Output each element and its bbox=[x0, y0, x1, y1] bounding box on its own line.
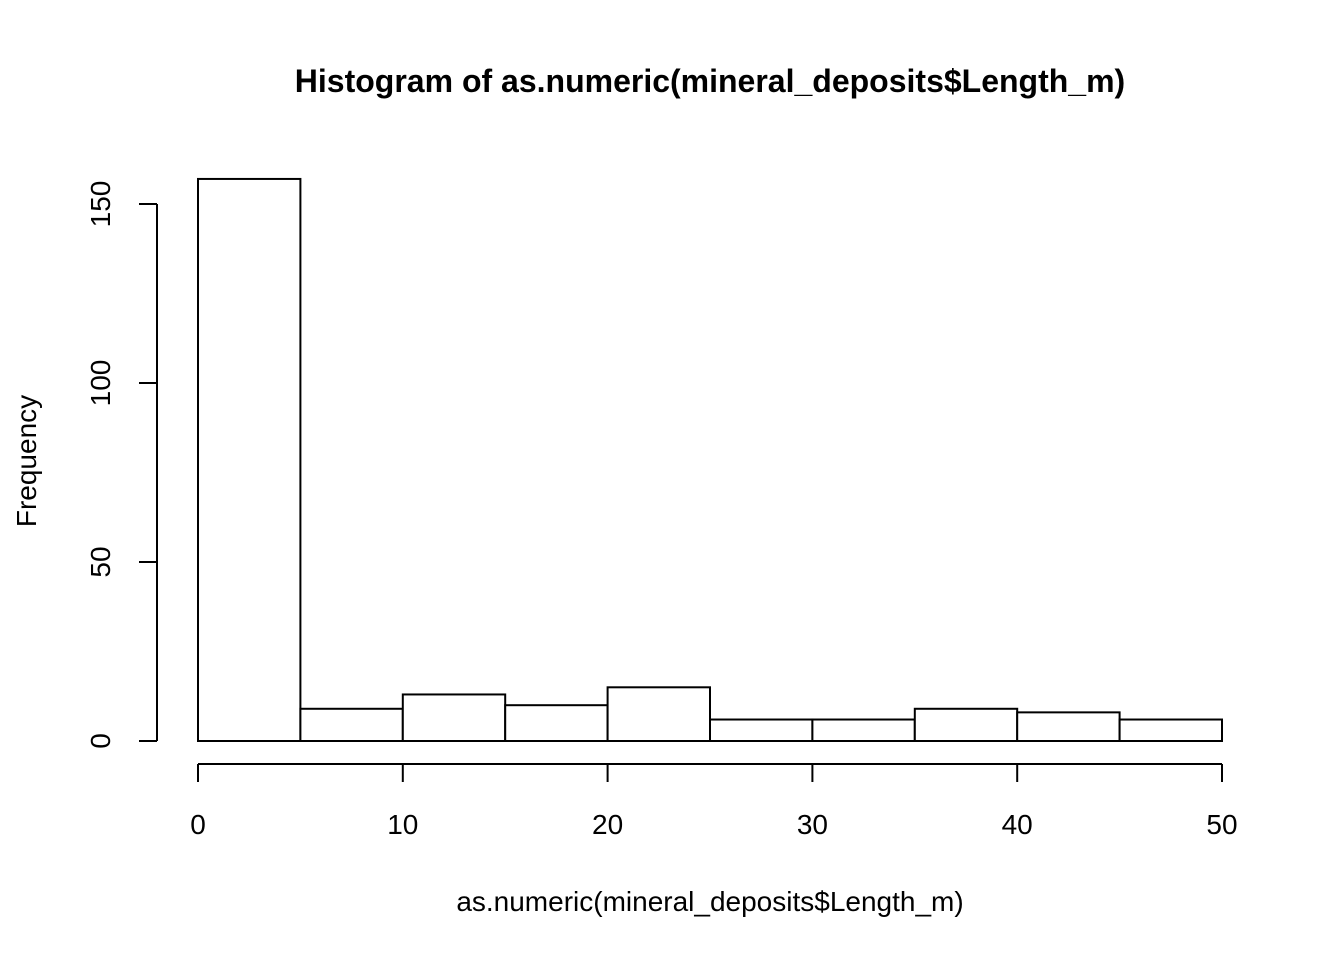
histogram-bar-2 bbox=[401, 693, 507, 743]
y-tick-label-3: 150 bbox=[85, 181, 116, 228]
x-tick-label-5: 50 bbox=[1206, 809, 1237, 840]
bars-group bbox=[197, 177, 1223, 743]
histogram-bar-6 bbox=[811, 718, 916, 743]
y-axis: 0 50 100 150 bbox=[85, 181, 158, 749]
x-tick-label-4: 40 bbox=[1002, 809, 1033, 840]
histogram-bar-3 bbox=[504, 704, 609, 743]
y-tick-label-2: 100 bbox=[85, 360, 116, 407]
y-axis-label: Frequency bbox=[11, 395, 42, 527]
y-tick-label-0: 0 bbox=[85, 733, 116, 749]
chart-title: Histogram of as.numeric(mineral_deposits… bbox=[295, 63, 1125, 99]
histogram-bar-5 bbox=[709, 718, 814, 743]
histogram-bar-4 bbox=[606, 686, 711, 742]
x-axis: 0 10 20 30 40 50 bbox=[190, 763, 1238, 840]
x-tick-label-1: 10 bbox=[387, 809, 418, 840]
x-tick-label-0: 0 bbox=[190, 809, 206, 840]
histogram-bar-9 bbox=[1118, 718, 1223, 743]
x-axis-label: as.numeric(mineral_deposits$Length_m) bbox=[456, 886, 963, 917]
histogram-bar-0 bbox=[197, 177, 302, 742]
histogram-bar-1 bbox=[299, 707, 404, 743]
x-tick-label-2: 20 bbox=[592, 809, 623, 840]
histogram-bar-8 bbox=[1016, 711, 1121, 742]
histogram-bar-7 bbox=[913, 707, 1019, 743]
x-tick-label-3: 30 bbox=[797, 809, 828, 840]
y-tick-label-1: 50 bbox=[85, 546, 116, 577]
